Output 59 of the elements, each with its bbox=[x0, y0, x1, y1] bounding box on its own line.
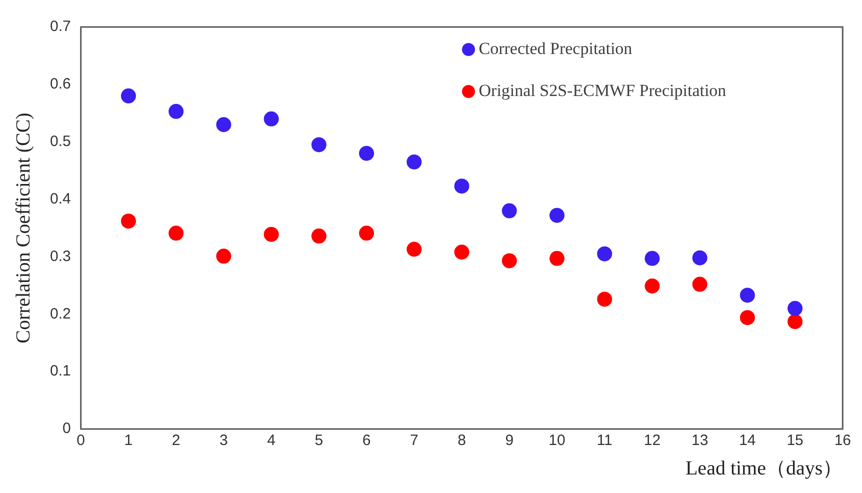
y-tick-label: 0.6 bbox=[50, 76, 71, 93]
point bbox=[644, 278, 660, 294]
x-tick-label: 5 bbox=[314, 432, 324, 450]
point bbox=[549, 208, 564, 223]
x-tick-label: 2 bbox=[172, 432, 180, 450]
point bbox=[168, 226, 184, 241]
point bbox=[549, 250, 564, 266]
x-tick-label: 14 bbox=[739, 432, 756, 450]
x-tick-label: 3 bbox=[220, 432, 228, 450]
x-tick-label: 7 bbox=[410, 432, 418, 450]
point bbox=[264, 226, 279, 242]
point bbox=[692, 250, 708, 266]
point bbox=[692, 276, 708, 292]
point bbox=[216, 117, 232, 132]
x-tick-label: 4 bbox=[267, 432, 276, 450]
point bbox=[644, 250, 660, 266]
point bbox=[502, 253, 517, 268]
point bbox=[788, 300, 803, 316]
x-axis-title: Lead time（days） bbox=[685, 457, 843, 480]
point bbox=[788, 314, 803, 330]
point bbox=[216, 248, 232, 264]
x-tick-label: 15 bbox=[786, 432, 804, 450]
x-tick-label: 12 bbox=[644, 432, 661, 450]
y-tick-label: 0.3 bbox=[50, 248, 71, 265]
point bbox=[406, 242, 422, 257]
x-tick-label: 6 bbox=[362, 432, 371, 450]
x-tick-label: 1 bbox=[124, 432, 133, 450]
point bbox=[502, 203, 517, 218]
legend-label: Original S2S-ECMWF Precipitation bbox=[478, 81, 726, 101]
y-tick-label: 0.7 bbox=[50, 18, 71, 36]
point bbox=[454, 244, 470, 260]
x-tick-label: 8 bbox=[458, 432, 466, 450]
point bbox=[120, 88, 136, 104]
x-tick-label: 0 bbox=[76, 432, 86, 450]
point bbox=[264, 111, 279, 126]
y-tick-label: 0.2 bbox=[50, 305, 71, 322]
point bbox=[120, 214, 136, 229]
x-tick-label: 10 bbox=[548, 432, 566, 450]
y-tick-label: 0 bbox=[62, 420, 71, 438]
point bbox=[454, 178, 470, 194]
point bbox=[168, 104, 184, 119]
y-tick-label: 0.1 bbox=[50, 362, 71, 380]
legend-label: Corrected Precpitation bbox=[478, 39, 632, 59]
point bbox=[406, 154, 422, 170]
x-tick-label: 9 bbox=[505, 432, 514, 450]
x-tick-label: 11 bbox=[596, 432, 612, 450]
point bbox=[359, 146, 374, 161]
y-tick-label: 0.4 bbox=[50, 190, 71, 208]
point bbox=[359, 226, 374, 241]
x-tick-label: 13 bbox=[691, 432, 708, 450]
point bbox=[311, 228, 326, 244]
point bbox=[740, 288, 755, 303]
x-tick-label: 16 bbox=[834, 432, 851, 450]
y-tick-label: 0.5 bbox=[50, 133, 71, 150]
y-axis-title: Correlation Coefficient (CC) bbox=[12, 112, 34, 344]
point bbox=[311, 137, 326, 152]
point bbox=[740, 310, 755, 326]
point bbox=[597, 246, 612, 262]
point bbox=[597, 292, 612, 307]
